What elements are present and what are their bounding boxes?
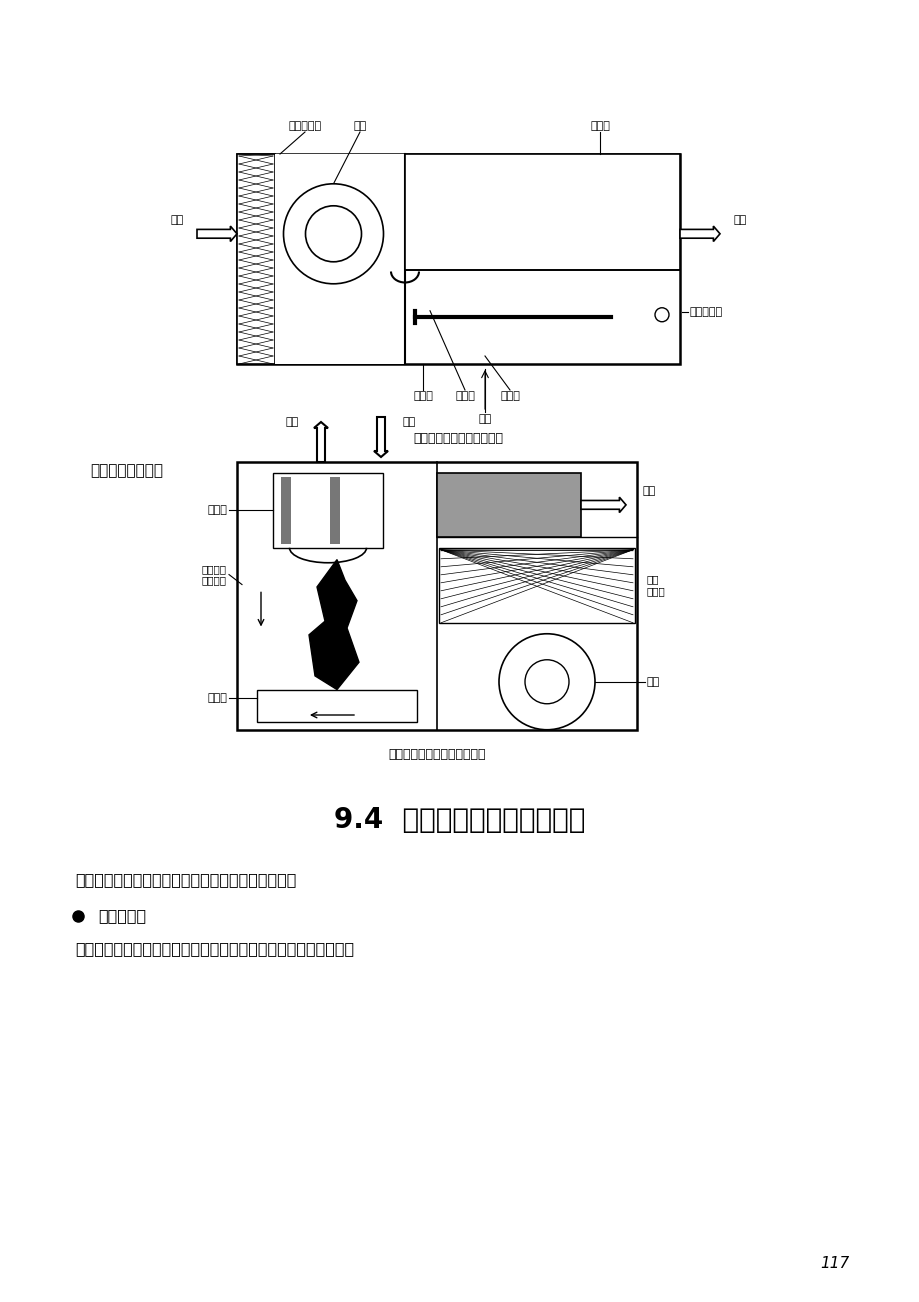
Bar xyxy=(237,154,679,365)
Text: 热风: 热风 xyxy=(286,417,299,427)
Text: 风机: 风机 xyxy=(353,121,367,132)
Bar xyxy=(237,154,275,365)
Polygon shape xyxy=(309,560,358,690)
Text: 卧式燃气热风机结构示意图: 卧式燃气热风机结构示意图 xyxy=(413,432,503,445)
Text: 烟气: 烟气 xyxy=(642,486,655,496)
Bar xyxy=(330,477,340,544)
Text: 燃油燃烧器: 燃油燃烧器 xyxy=(98,909,146,923)
Circle shape xyxy=(283,184,383,284)
Text: 集烟箱: 集烟箱 xyxy=(589,121,609,132)
Polygon shape xyxy=(581,497,625,513)
Circle shape xyxy=(654,307,668,322)
Text: 空气过滤器: 空气过滤器 xyxy=(289,121,322,132)
Text: 风机: 风机 xyxy=(646,677,660,686)
Bar xyxy=(237,462,636,730)
Text: 燃烧器: 燃烧器 xyxy=(207,694,227,703)
Text: 回风: 回风 xyxy=(170,215,184,225)
Bar xyxy=(406,272,677,362)
Bar xyxy=(404,154,679,270)
Text: 燃烧用空气: 燃烧用空气 xyxy=(689,307,722,316)
Text: 117: 117 xyxy=(819,1256,848,1272)
Text: 落地式燃油热风机结构示意图: 落地式燃油热风机结构示意图 xyxy=(388,749,485,762)
Polygon shape xyxy=(679,227,720,241)
Text: 燃烧空气
入口百叶: 燃烧空气 入口百叶 xyxy=(202,564,227,586)
Text: 由雾化器和调风器组成。通常与风机、油泵、控制器组装在一起。: 由雾化器和调风器组成。通常与风机、油泵、控制器组装在一起。 xyxy=(75,941,354,957)
Bar xyxy=(275,154,404,365)
Bar xyxy=(437,473,581,536)
Text: 换热器: 换热器 xyxy=(413,391,433,401)
Text: 9.4  燃油燃气冷热源的燃烧器: 9.4 燃油燃气冷热源的燃烧器 xyxy=(334,806,585,835)
Text: 落地式燃油热风机: 落地式燃油热风机 xyxy=(90,464,163,479)
Polygon shape xyxy=(197,227,237,241)
Bar xyxy=(438,548,634,622)
Bar xyxy=(280,477,290,544)
Text: 燃烧室: 燃烧室 xyxy=(500,391,519,401)
Text: 空气
过滤器: 空气 过滤器 xyxy=(646,574,665,596)
Text: 回风: 回风 xyxy=(403,417,415,427)
Text: 热风: 热风 xyxy=(732,215,746,225)
Bar xyxy=(256,690,416,723)
Text: 燃气: 燃气 xyxy=(478,414,491,424)
Bar xyxy=(273,473,382,548)
Polygon shape xyxy=(374,417,388,457)
Polygon shape xyxy=(313,422,328,462)
Text: 燃烧器: 燃烧器 xyxy=(455,391,474,401)
Circle shape xyxy=(525,660,568,704)
Circle shape xyxy=(305,206,361,262)
Text: 换热器: 换热器 xyxy=(207,505,227,516)
Text: 燃烧器是将燃油或燃气的化学能转变为热能的设备。: 燃烧器是将燃油或燃气的化学能转变为热能的设备。 xyxy=(75,872,296,888)
Circle shape xyxy=(498,634,595,729)
